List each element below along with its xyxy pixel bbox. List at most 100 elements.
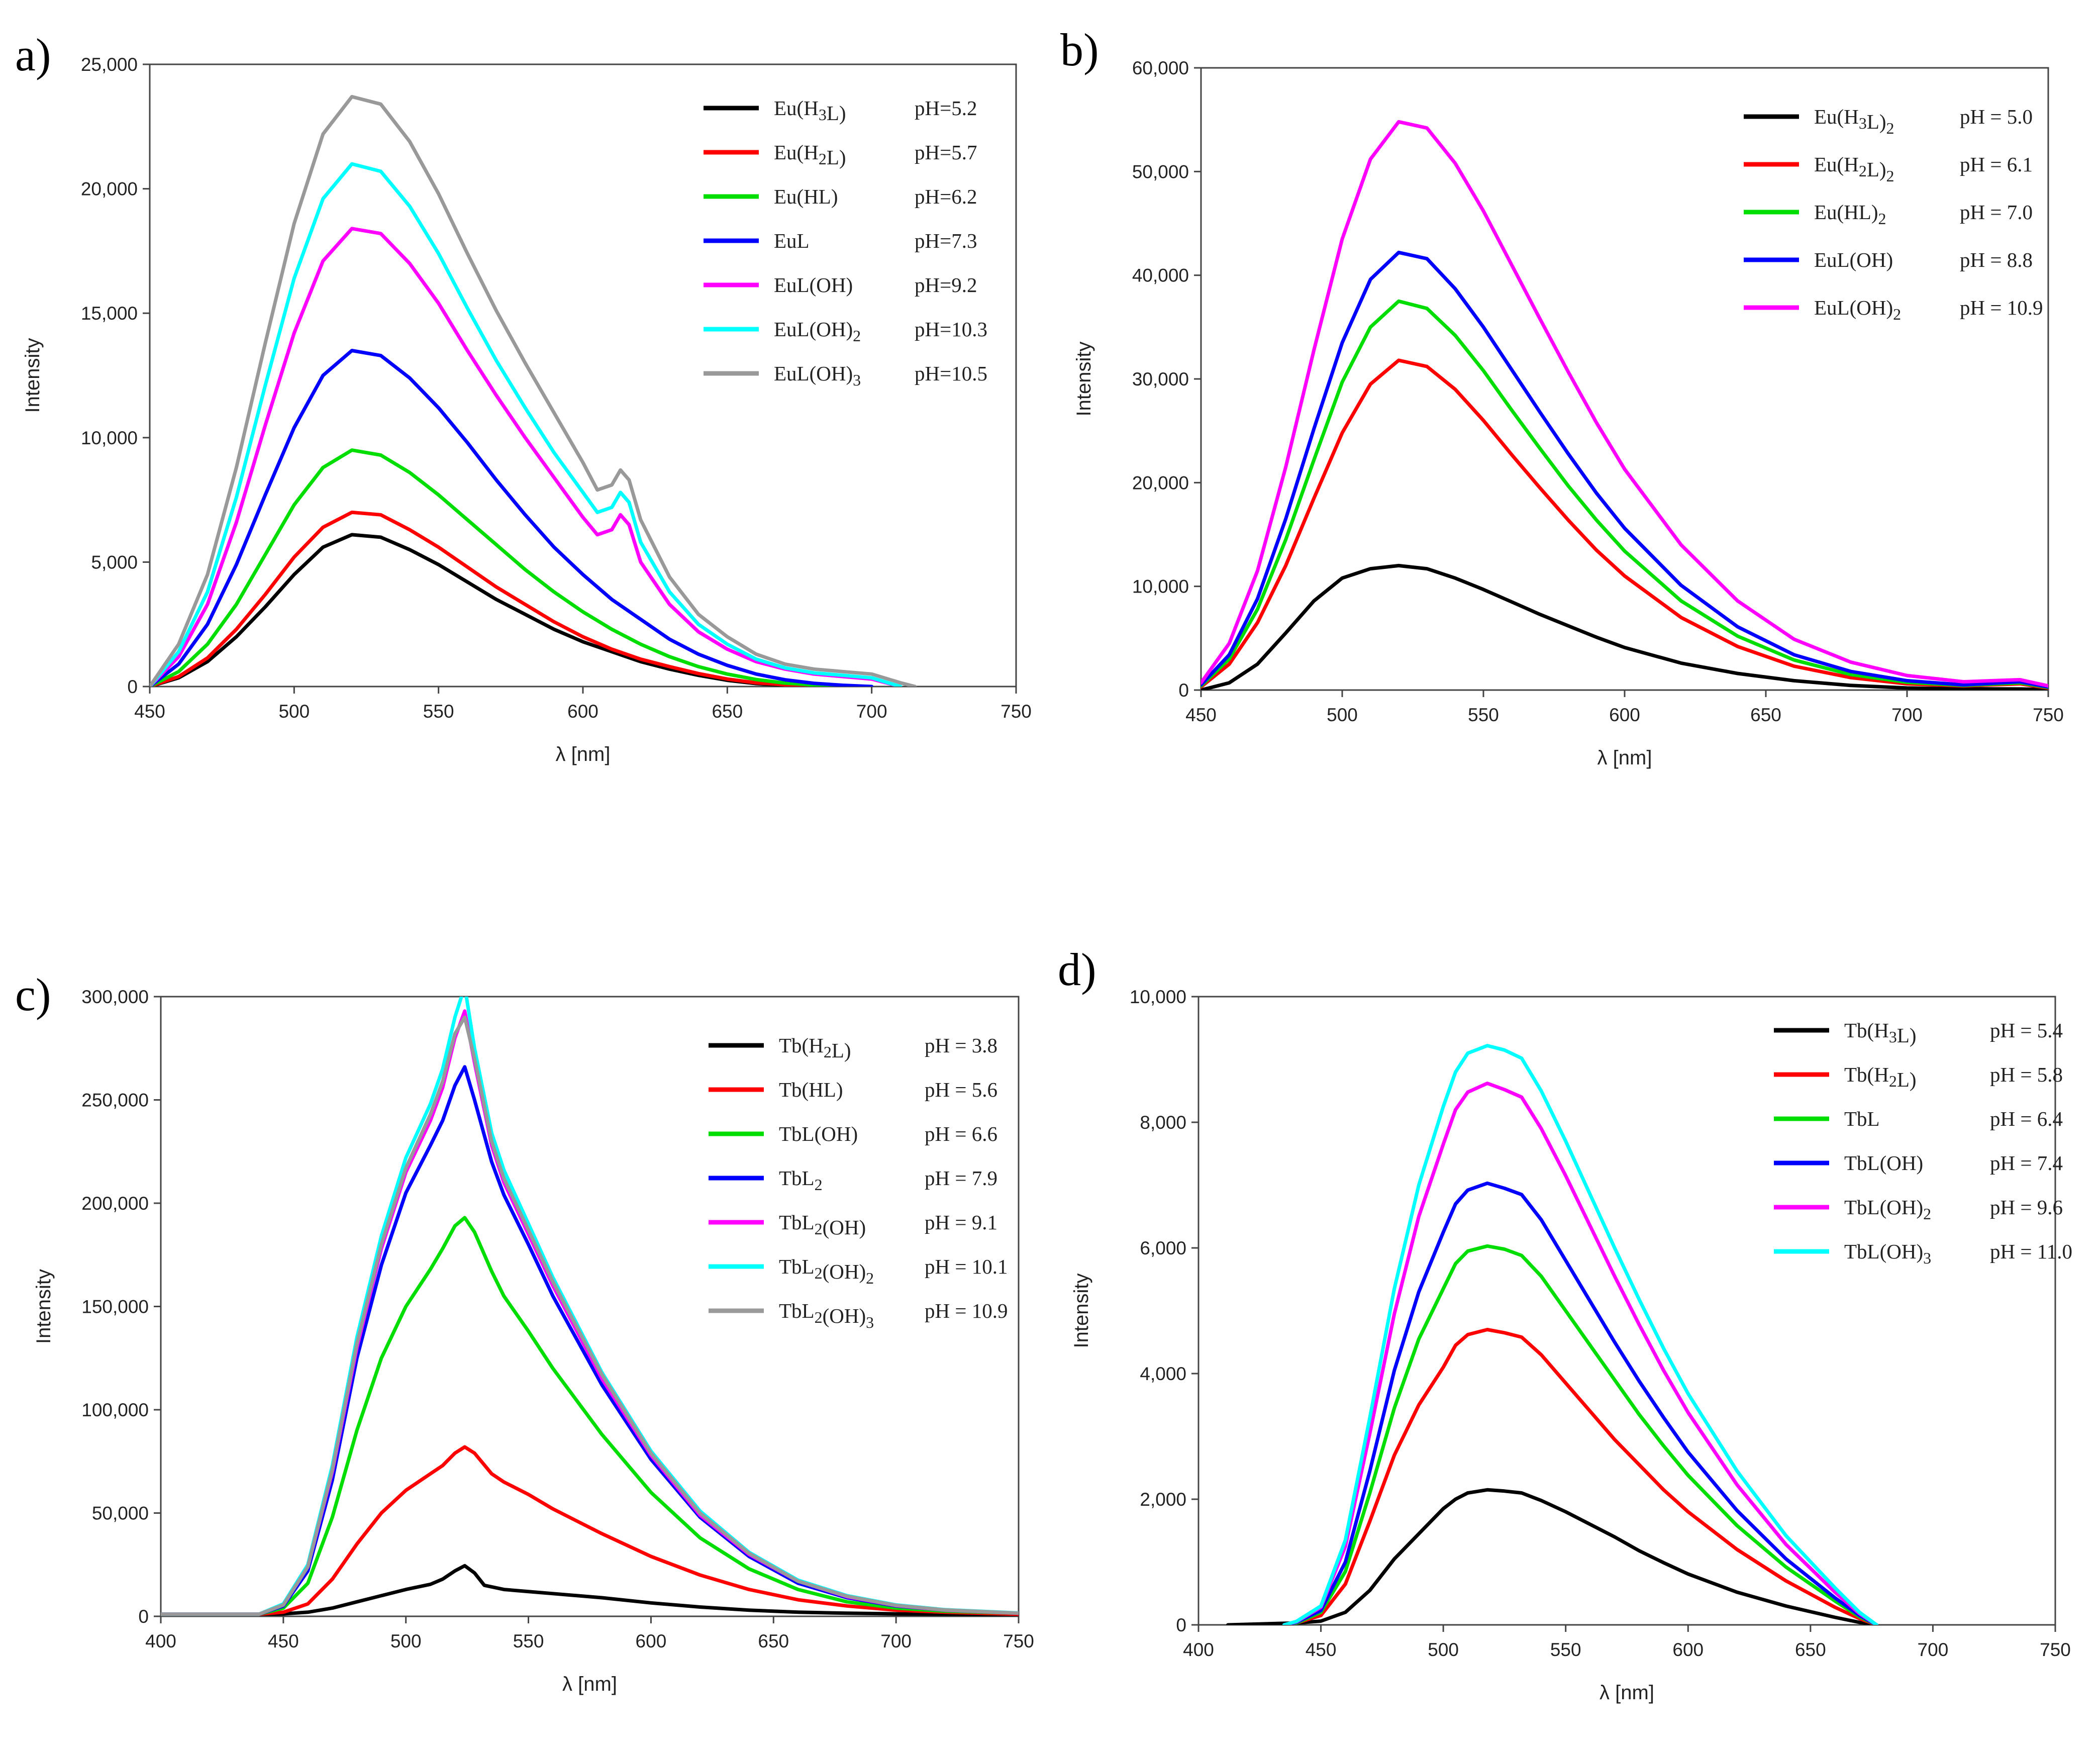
x-tick-label: 650 bbox=[1795, 1639, 1826, 1660]
x-tick-label: 650 bbox=[758, 1631, 789, 1652]
x-tick-label: 600 bbox=[567, 701, 598, 722]
series-line-eul-oh-3 bbox=[150, 94, 917, 687]
y-tick-label: 25,000 bbox=[81, 54, 138, 75]
legend-label: TbL2(OH) bbox=[779, 1211, 866, 1239]
panel-letter: a) bbox=[15, 29, 51, 80]
y-tick-label: 0 bbox=[1178, 680, 1189, 701]
legend-ph: pH = 5.8 bbox=[1990, 1063, 2063, 1086]
y-tick-label: 50,000 bbox=[1132, 161, 1189, 182]
x-tick-label: 750 bbox=[2040, 1639, 2071, 1660]
y-axis-label: Intensity bbox=[33, 1269, 55, 1344]
legend-ph: pH = 10.9 bbox=[925, 1299, 1008, 1322]
legend: Tb(H3L) pH = 5.4 Tb(H2L) pH = 5.8 TbL pH = 6.… bbox=[1774, 1019, 2072, 1267]
series-line-eul-oh bbox=[1201, 250, 2048, 689]
x-tick-label: 700 bbox=[1918, 1639, 1949, 1660]
legend-ph: pH = 7.4 bbox=[1990, 1151, 2063, 1175]
legend-ph: pH = 7.0 bbox=[1960, 201, 2033, 224]
series-line-eul-oh-2 bbox=[1201, 120, 2048, 688]
x-tick-label: 750 bbox=[1003, 1631, 1034, 1652]
y-tick-label: 0 bbox=[127, 676, 138, 697]
legend-label: TbL(OH)3 bbox=[1844, 1240, 1931, 1267]
legend-ph: pH=5.7 bbox=[915, 141, 977, 164]
y-axis-label: Intensity bbox=[22, 338, 44, 413]
legend-ph: pH=10.5 bbox=[915, 362, 987, 385]
y-tick-label: 60,000 bbox=[1132, 58, 1189, 78]
x-tick-label: 750 bbox=[2033, 705, 2064, 725]
legend-ph: pH = 6.6 bbox=[925, 1122, 997, 1145]
legend: Tb(H2L) pH = 3.8 Tb(HL) pH = 5.6 TbL(OH) pH =… bbox=[709, 1034, 1008, 1331]
series-line-tb-hl bbox=[161, 1445, 1019, 1616]
chart-panel-a: a) 450 500 550 600 650 700 750 0 5,000 10,000 15,00… bbox=[15, 29, 1032, 765]
x-tick-label: 650 bbox=[712, 701, 743, 722]
x-tick-label: 550 bbox=[1468, 705, 1499, 725]
x-tick-label: 450 bbox=[268, 1631, 299, 1652]
legend-label: TbL(OH) bbox=[1844, 1151, 1923, 1175]
chart-panel-b: b) 450 500 550 600 650 700 750 0 10,000 20,000 30,0… bbox=[1060, 24, 2064, 769]
x-tick-label: 450 bbox=[1306, 1639, 1337, 1660]
legend-ph: pH = 9.1 bbox=[925, 1211, 997, 1234]
x-tick-label: 550 bbox=[1550, 1639, 1581, 1660]
y-tick-label: 10,000 bbox=[81, 428, 138, 448]
x-tick-label: 600 bbox=[1609, 705, 1640, 725]
legend-label: Tb(H2L) bbox=[1844, 1063, 1917, 1091]
series-line-tb-h3l bbox=[1226, 1488, 1878, 1625]
x-tick-label: 700 bbox=[880, 1631, 912, 1652]
legend-ph: pH = 10.9 bbox=[1960, 296, 2043, 319]
legend-ph: pH = 5.0 bbox=[1960, 105, 2033, 128]
panel-letter: c) bbox=[15, 969, 51, 1020]
y-tick-label: 20,000 bbox=[81, 179, 138, 200]
x-tick-label: 650 bbox=[1750, 705, 1781, 725]
x-axis-label: λ [nm] bbox=[1597, 747, 1652, 769]
y-tick-label: 0 bbox=[1176, 1615, 1186, 1635]
legend-ph: pH=9.2 bbox=[915, 273, 977, 297]
plot-frame bbox=[160, 996, 1020, 1617]
legend-ph: pH=10.3 bbox=[915, 318, 987, 341]
legend-ph: pH = 5.6 bbox=[925, 1078, 997, 1101]
x-tick-label: 600 bbox=[1672, 1639, 1704, 1660]
legend-ph: pH = 9.6 bbox=[1990, 1196, 2063, 1219]
legend-ph: pH = 3.8 bbox=[925, 1034, 997, 1057]
legend-ph: pH = 11.0 bbox=[1990, 1240, 2072, 1263]
legend-ph: pH=6.2 bbox=[915, 185, 977, 208]
legend-label: Eu(H3L) bbox=[774, 96, 846, 125]
legend-label: Tb(H3L) bbox=[1844, 1019, 1917, 1047]
series-line-eul-oh-2 bbox=[150, 162, 903, 687]
legend-label: Tb(H2L) bbox=[779, 1034, 851, 1062]
legend-label: EuL(OH)2 bbox=[1814, 296, 1901, 323]
legend-label: Eu(H3L)2 bbox=[1814, 105, 1894, 137]
legend-ph: pH = 8.8 bbox=[1960, 248, 2033, 271]
legend-label: TbL(OH) bbox=[779, 1122, 858, 1145]
series-line-tbl2-oh-2 bbox=[161, 997, 1019, 1616]
series-line-tbl-oh bbox=[1282, 1181, 1878, 1625]
plot-frame bbox=[1200, 67, 2049, 691]
plot-frame bbox=[1197, 996, 2056, 1626]
legend-label: Eu(HL)2 bbox=[1814, 201, 1886, 228]
x-tick-label: 500 bbox=[390, 1631, 422, 1652]
legend-label: TbL(OH)2 bbox=[1844, 1196, 1931, 1223]
y-tick-label: 8,000 bbox=[1140, 1112, 1186, 1133]
y-tick-label: 300,000 bbox=[81, 987, 149, 1007]
x-tick-label: 500 bbox=[1327, 705, 1358, 725]
x-tick-label: 700 bbox=[1891, 705, 1923, 725]
legend-label: Tb(HL) bbox=[779, 1078, 843, 1101]
series-line-eu-hl-2 bbox=[1201, 299, 2048, 690]
legend: Eu(H3L) pH=5.2 Eu(H2L) pH=5.7 Eu(HL) pH=6.2 Eu… bbox=[704, 96, 987, 389]
legend-label: Eu(H2L) bbox=[774, 141, 846, 169]
x-tick-label: 450 bbox=[134, 701, 165, 722]
legend-label: TbL bbox=[1844, 1107, 1880, 1130]
legend-ph: pH = 6.1 bbox=[1960, 153, 2033, 176]
y-tick-label: 40,000 bbox=[1132, 265, 1189, 286]
chart-panel-c: c) 400 450 500 550 600 650 700 750 0 50,000 100,000… bbox=[15, 969, 1034, 1695]
x-axis-label: λ [nm] bbox=[556, 743, 611, 765]
y-tick-label: 15,000 bbox=[81, 303, 138, 324]
y-tick-label: 4,000 bbox=[1140, 1364, 1186, 1384]
series-line-tbl2 bbox=[161, 1065, 1019, 1616]
y-tick-label: 2,000 bbox=[1140, 1489, 1186, 1510]
series-line-tbl2-oh-3 bbox=[161, 1015, 1019, 1616]
legend-label: EuL bbox=[774, 229, 810, 252]
legend: Eu(H3L)2 pH = 5.0 Eu(H2L)2 pH = 6.1 Eu(HL)2 p… bbox=[1744, 105, 2043, 323]
legend-label: EuL(OH) bbox=[1814, 248, 1893, 271]
y-tick-label: 250,000 bbox=[81, 1090, 149, 1111]
y-tick-label: 150,000 bbox=[81, 1297, 149, 1317]
